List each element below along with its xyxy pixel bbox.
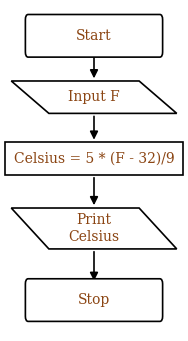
Text: Start: Start [76, 29, 112, 43]
Text: Input F: Input F [68, 90, 120, 104]
Text: Stop: Stop [78, 293, 110, 307]
FancyBboxPatch shape [25, 14, 163, 57]
Text: Print
Celsius: Print Celsius [68, 213, 120, 243]
Polygon shape [11, 208, 177, 249]
FancyBboxPatch shape [25, 279, 163, 321]
Bar [5, 143, 183, 175]
Text: Celsius = 5 * (F - 32)/9: Celsius = 5 * (F - 32)/9 [14, 151, 174, 166]
Polygon shape [11, 81, 177, 113]
